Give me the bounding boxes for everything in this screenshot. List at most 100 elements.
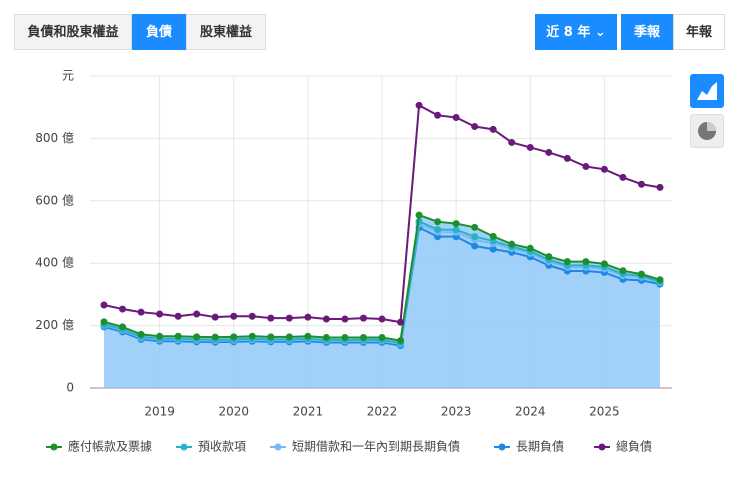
data-point (637, 276, 645, 284)
data-point (434, 111, 442, 119)
data-point (119, 325, 127, 333)
data-point (119, 323, 127, 331)
legend-item[interactable]: 應付帳款及票據 (46, 439, 152, 454)
pie-chart-button[interactable] (690, 114, 724, 148)
data-point (100, 320, 108, 328)
data-point (452, 220, 460, 228)
data-point (471, 223, 479, 231)
legend-item[interactable]: 短期借款和一年內到期長期負債 (270, 439, 460, 454)
data-point (545, 253, 553, 261)
data-point (415, 224, 423, 232)
data-point (600, 269, 608, 277)
y-tick-label: 元 (62, 69, 74, 83)
data-point (230, 336, 238, 344)
period-button[interactable]: 年報 (673, 14, 725, 50)
data-point (397, 340, 405, 348)
data-point (359, 336, 367, 344)
data-point (452, 233, 460, 241)
data-point (378, 333, 386, 341)
x-tick-label: 2022 (367, 405, 398, 419)
data-point (193, 333, 201, 341)
legend-item[interactable]: 長期負債 (494, 439, 564, 454)
data-point (600, 260, 608, 268)
data-point (304, 335, 312, 343)
x-tick-label: 2019 (144, 405, 175, 419)
area-chart-button[interactable] (690, 74, 724, 108)
data-point (322, 315, 330, 323)
tab-button[interactable]: 股東權益 (186, 14, 266, 50)
data-point (341, 337, 349, 345)
data-point (322, 333, 330, 341)
legend-item[interactable]: 預收款項 (176, 440, 246, 454)
data-point (619, 270, 627, 278)
data-point (304, 332, 312, 340)
data-point (341, 336, 349, 344)
data-point (526, 247, 534, 255)
data-point (545, 258, 553, 266)
data-point (211, 336, 219, 344)
data-point (619, 267, 627, 275)
data-point (508, 240, 516, 248)
data-point (397, 318, 405, 326)
data-point (378, 338, 386, 346)
data-point (397, 339, 405, 347)
y-tick-label: 400 億 (35, 256, 74, 270)
data-point (415, 211, 423, 219)
legend-item[interactable]: 總負債 (594, 439, 652, 454)
data-point (452, 226, 460, 234)
data-point (656, 280, 664, 288)
data-point (100, 318, 108, 326)
y-tick-label: 200 億 (35, 318, 74, 332)
data-point (415, 217, 423, 225)
data-point (582, 162, 590, 170)
legend-label: 應付帳款及票據 (68, 439, 152, 454)
data-point (619, 275, 627, 283)
data-point (656, 183, 664, 191)
data-point (137, 333, 145, 341)
data-point (211, 333, 219, 341)
data-point (285, 336, 293, 344)
period-button[interactable]: 季報 (621, 14, 673, 50)
data-point (285, 338, 293, 346)
data-point (359, 337, 367, 345)
x-tick-label: 2020 (218, 405, 249, 419)
legend-marker (50, 443, 58, 451)
tab-button[interactable]: 負債和股東權益 (14, 14, 132, 50)
data-point (193, 336, 201, 344)
data-point (304, 337, 312, 345)
data-point (545, 256, 553, 264)
data-point (508, 243, 516, 251)
x-tick-label: 2023 (441, 405, 472, 419)
data-point (119, 305, 127, 313)
x-tick-label: 2021 (293, 405, 324, 419)
data-point (248, 312, 256, 320)
data-point (248, 336, 256, 344)
tab-button[interactable]: 負債 (132, 14, 186, 50)
legend-label: 短期借款和一年內到期長期負債 (292, 439, 460, 454)
data-point (378, 337, 386, 345)
data-point (322, 338, 330, 346)
data-point (434, 228, 442, 236)
data-point (248, 337, 256, 345)
data-point (137, 330, 145, 338)
range-dropdown[interactable]: 近 8 年 ⌄ (535, 14, 617, 50)
data-point (434, 233, 442, 241)
legend-marker (598, 443, 606, 451)
data-point (378, 315, 386, 323)
data-point (582, 263, 590, 271)
data-point (471, 236, 479, 244)
data-point (341, 338, 349, 346)
data-point (415, 220, 423, 228)
data-point (230, 312, 238, 320)
data-point (230, 338, 238, 346)
data-point (619, 173, 627, 181)
data-point (211, 338, 219, 346)
data-point (489, 125, 497, 133)
data-point (267, 338, 275, 346)
data-point (341, 315, 349, 323)
data-point (600, 263, 608, 271)
data-point (434, 218, 442, 226)
data-point (563, 263, 571, 271)
data-point (230, 333, 238, 341)
